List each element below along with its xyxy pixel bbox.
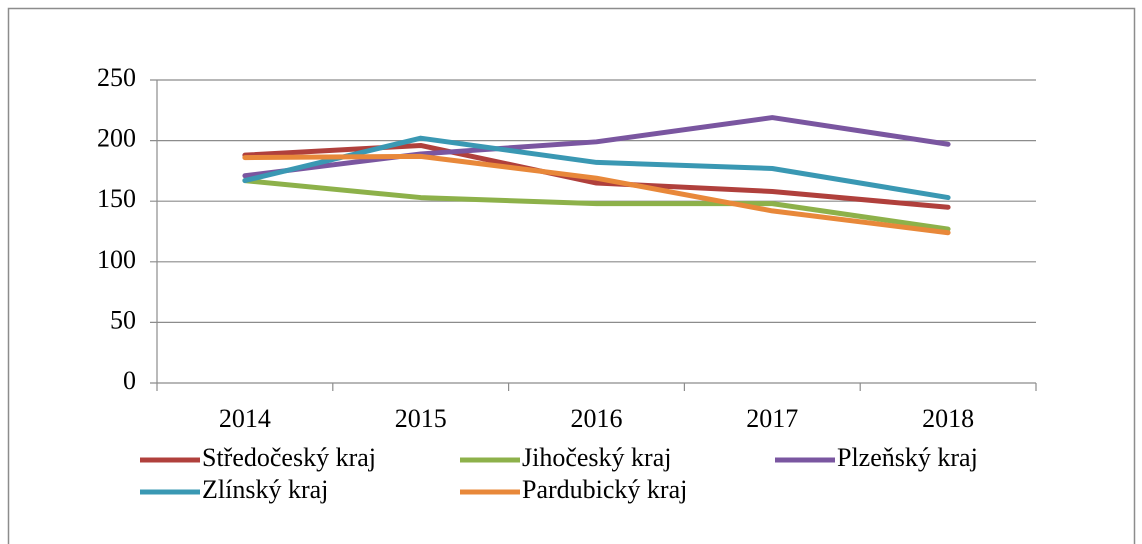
series-line [242, 115, 951, 179]
y-tick-label: 150 [97, 184, 136, 213]
x-tick-label: 2015 [395, 404, 447, 433]
series-line [242, 153, 951, 236]
y-tick-label: 250 [97, 63, 136, 92]
y-tick-label: 50 [110, 305, 136, 334]
legend-label: Plzeňský kraj [837, 443, 978, 472]
y-tick-label: 200 [97, 124, 136, 153]
x-tick-label: 2017 [746, 404, 798, 433]
y-tick-label: 0 [123, 366, 136, 395]
series-line [242, 142, 951, 210]
x-tick-label: 2016 [571, 404, 623, 433]
series-line [242, 135, 951, 201]
legend-label: Zlínský kraj [202, 475, 328, 504]
x-tick-label: 2014 [219, 404, 271, 433]
legend-label: Středočeský kraj [202, 443, 376, 472]
series-line [242, 178, 951, 232]
x-tick-label: 2018 [922, 404, 974, 433]
legend-label: Pardubický kraj [522, 475, 687, 504]
y-tick-label: 100 [97, 245, 136, 274]
legend-label: Jihočeský kraj [522, 443, 671, 472]
chart-frame [7, 7, 1136, 544]
